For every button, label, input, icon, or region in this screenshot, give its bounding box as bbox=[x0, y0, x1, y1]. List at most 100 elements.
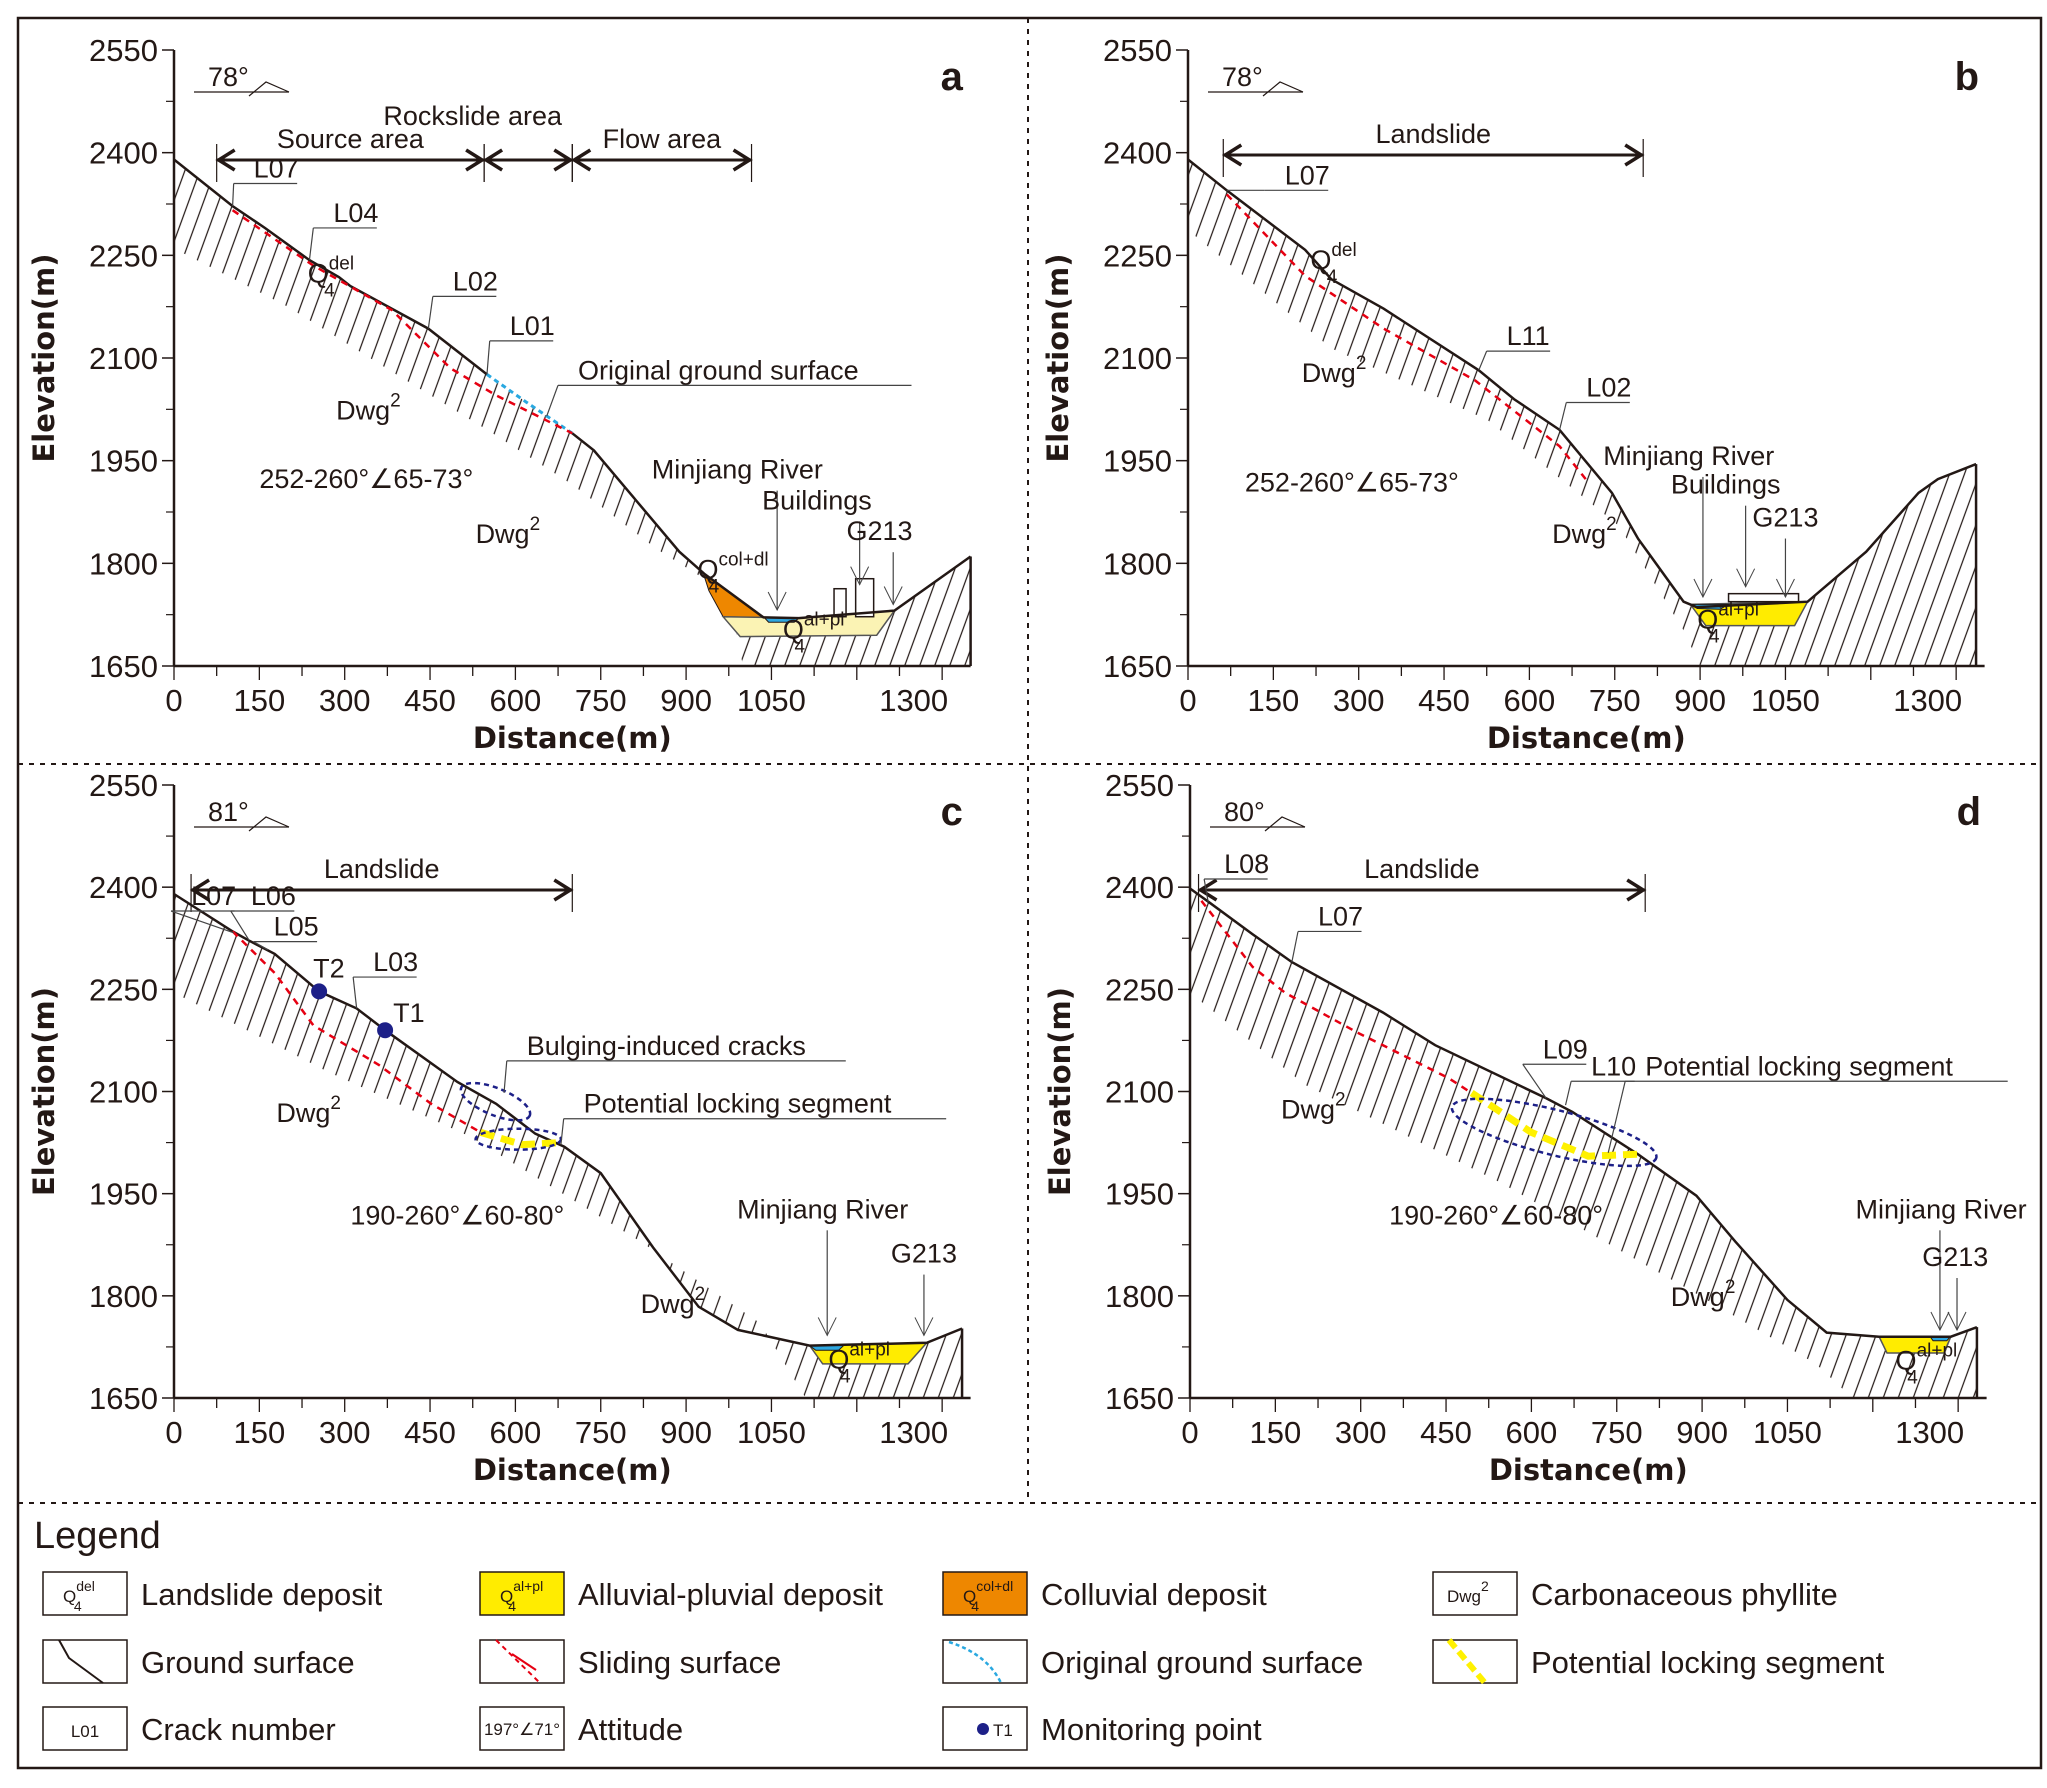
sliding-surface-icon bbox=[495, 1639, 541, 1684]
ground-surface-line bbox=[1187, 158, 1977, 609]
geologic-label: Dwg2 bbox=[1552, 514, 1617, 549]
leader-line bbox=[503, 1060, 508, 1093]
y-tick-label: 2400 bbox=[1105, 870, 1174, 905]
x-tick-label: 750 bbox=[1591, 1415, 1643, 1450]
annotation-label: L07 bbox=[254, 153, 299, 183]
arrowhead-left-icon bbox=[189, 878, 210, 902]
annotation-label: L11 bbox=[1507, 321, 1550, 351]
legend-swatch bbox=[942, 1571, 1028, 1616]
annotation-label: L09 bbox=[1543, 1034, 1588, 1064]
bedrock-hatch-dwg2 bbox=[174, 159, 971, 666]
y-tick-label: 2250 bbox=[1105, 972, 1174, 1007]
y-tick-label: 2550 bbox=[1103, 33, 1172, 68]
legend-label: Carbonaceous phyllite bbox=[1531, 1577, 1838, 1612]
geologic-label: Qal+pl 4 bbox=[1697, 599, 1759, 647]
legend-item-ground-line: Ground surface bbox=[42, 1639, 355, 1684]
leader-arrow-icon bbox=[1736, 568, 1756, 588]
legend-symbol-text: T1 bbox=[993, 1721, 1013, 1740]
leader-line bbox=[253, 941, 269, 951]
y-tick-label: 1950 bbox=[1105, 1177, 1174, 1212]
monitoring-point-t1 bbox=[377, 1022, 394, 1039]
legend-label: Attitude bbox=[578, 1712, 683, 1747]
y-tick-label: 1950 bbox=[1103, 444, 1172, 479]
x-tick-label: 750 bbox=[575, 683, 627, 718]
panel-letter: b bbox=[1955, 55, 1979, 99]
x-tick-label: 900 bbox=[1674, 683, 1726, 718]
attitude-icon: 197°∠71° bbox=[484, 1720, 560, 1739]
original-ground-surface-icon bbox=[948, 1640, 1003, 1684]
legend-item-locking-line: Potential locking segment bbox=[1432, 1638, 1885, 1685]
x-tick-label: 1300 bbox=[1895, 1415, 1964, 1450]
y-tick-label: 1800 bbox=[89, 546, 158, 581]
building bbox=[1727, 592, 1800, 603]
x-tick-label: 600 bbox=[490, 1415, 542, 1450]
x-tick-label: 750 bbox=[575, 1415, 627, 1450]
strike-symbol-icon bbox=[1264, 816, 1306, 832]
strike-angle: 80° bbox=[1224, 797, 1265, 827]
x-tick-label: 150 bbox=[1247, 683, 1299, 718]
x-axis-title: Distance(m) bbox=[1487, 721, 1686, 755]
annotation-label: L04 bbox=[333, 198, 378, 228]
x-axis-title: Distance(m) bbox=[473, 721, 672, 755]
leader-line bbox=[308, 227, 314, 261]
leader-arrow-icon bbox=[1930, 1311, 1950, 1332]
legend-swatch bbox=[1432, 1571, 1518, 1616]
y-tick-label: 1950 bbox=[89, 1177, 158, 1212]
annotation-label: Minjiang River bbox=[1856, 1194, 2027, 1224]
legend-symbol-text: Qcol+dl 4 bbox=[963, 1578, 1013, 1614]
panel-letter: a bbox=[941, 55, 964, 99]
legend-swatch bbox=[42, 1639, 128, 1684]
legend-label: Landslide deposit bbox=[141, 1577, 383, 1612]
y-axis-title: Elevation(m) bbox=[1043, 987, 1077, 1196]
potential-locking-icon bbox=[1446, 1638, 1488, 1685]
leader-line bbox=[232, 183, 235, 207]
x-tick-label: 1300 bbox=[1893, 683, 1962, 718]
legend-label: Sliding surface bbox=[578, 1645, 781, 1680]
annotation-label: Minjiang River bbox=[1603, 441, 1774, 471]
geologic-label: Qdel 4 bbox=[1310, 240, 1356, 288]
ground-surface-line bbox=[1189, 887, 1978, 1338]
ground-surface-line bbox=[571, 432, 972, 620]
panel-letter: d bbox=[1957, 790, 1981, 834]
strike-angle: 78° bbox=[208, 62, 249, 92]
potential-locking-segment bbox=[479, 1129, 562, 1149]
legend-symbol-text: Dwg2 bbox=[1447, 1578, 1489, 1606]
annotation-label: L03 bbox=[373, 947, 418, 977]
crack-number-icon: L01 bbox=[71, 1722, 99, 1741]
sliding-surface-line bbox=[231, 209, 573, 435]
y-tick-label: 2100 bbox=[1103, 341, 1172, 376]
legend-swatch bbox=[42, 1706, 128, 1751]
range-label: Flow area bbox=[603, 124, 723, 154]
leader-arrow-icon bbox=[1693, 578, 1713, 599]
y-tick-label: 2550 bbox=[89, 33, 158, 68]
leader-line bbox=[1607, 1081, 1626, 1153]
legend-item-q4del: Qdel 4 Landslide deposit bbox=[42, 1571, 383, 1616]
legend-item-original-line: Original ground surface bbox=[942, 1639, 1363, 1684]
arrowhead-right-icon bbox=[1624, 143, 1645, 167]
geologic-label: Qal+pl 4 bbox=[783, 610, 845, 658]
strike-angle: 81° bbox=[208, 797, 249, 827]
potential-locking-segment bbox=[1469, 1089, 1638, 1160]
x-tick-label: 300 bbox=[319, 1415, 371, 1450]
building bbox=[833, 587, 847, 618]
legend-label: Monitoring point bbox=[1041, 1712, 1262, 1747]
legend-item-monitor: T1 Monitoring point bbox=[942, 1706, 1262, 1751]
leader-line bbox=[1522, 1063, 1547, 1099]
x-tick-label: 300 bbox=[319, 683, 371, 718]
y-tick-label: 2250 bbox=[89, 238, 158, 273]
geologic-label: Dwg2 bbox=[1302, 353, 1367, 388]
leader-arrow-icon bbox=[914, 1317, 934, 1337]
leader-arrow-icon bbox=[1776, 578, 1795, 599]
annotation-label: Buildings bbox=[1671, 470, 1781, 500]
annotation-label: L08 bbox=[1224, 849, 1269, 879]
geologic-label: Dwg2 bbox=[276, 1093, 341, 1128]
y-tick-label: 2100 bbox=[89, 341, 158, 376]
annotation-label: Potential locking segment bbox=[1645, 1051, 1953, 1081]
legend-swatch bbox=[1432, 1639, 1518, 1684]
x-tick-label: 600 bbox=[490, 683, 542, 718]
annotation-label: L05 bbox=[274, 912, 319, 942]
leader-line bbox=[1558, 402, 1567, 431]
leader-line bbox=[1291, 931, 1299, 963]
monitoring-point-icon bbox=[977, 1723, 989, 1735]
